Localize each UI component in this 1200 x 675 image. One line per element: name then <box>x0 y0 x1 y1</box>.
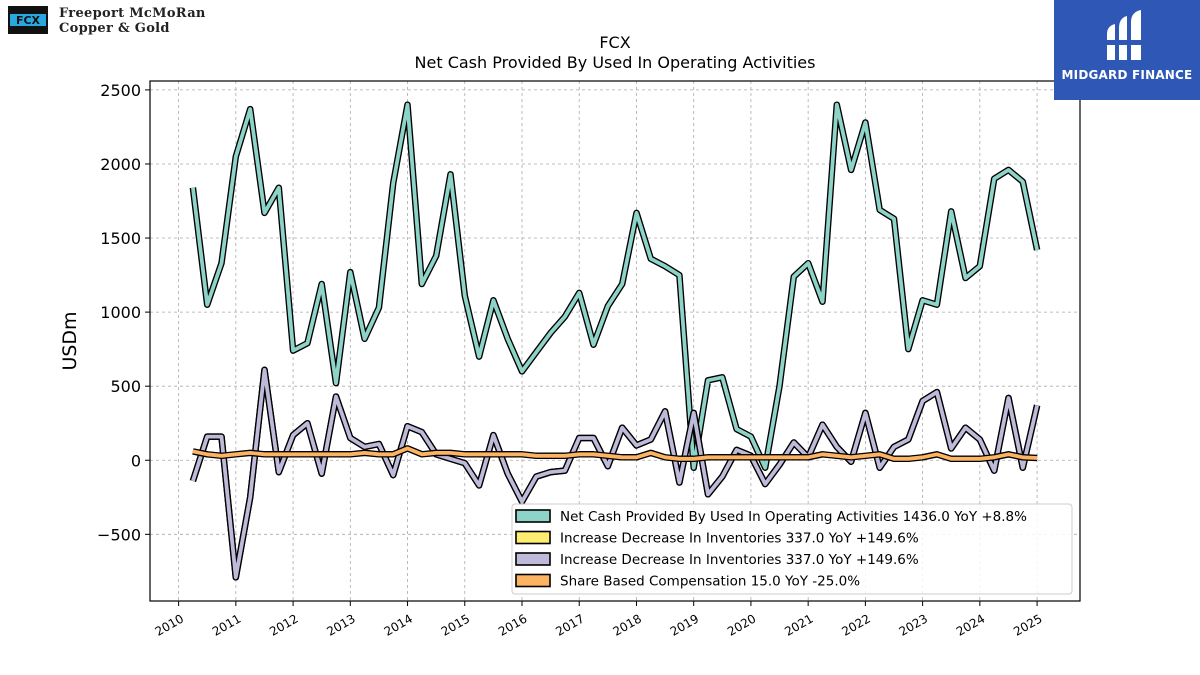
legend-box <box>511 503 1073 595</box>
y-tick-label: 0 <box>131 451 141 470</box>
legend-label: Increase Decrease In Inventories 337.0 Y… <box>560 552 919 568</box>
fcx-logo-icon: FCX <box>8 6 48 34</box>
x-tick-label: 2015 <box>439 611 472 638</box>
series-line-1 <box>189 101 1041 471</box>
x-tick-label: 2020 <box>725 611 758 638</box>
legend-label: Share Based Compensation 15.0 YoY -25.0% <box>560 574 860 590</box>
x-tick-label: 2017 <box>553 611 586 638</box>
legend-swatch <box>515 552 551 566</box>
series-line-4 <box>192 445 1038 463</box>
y-tick-label: 2500 <box>100 81 141 100</box>
plot-frame <box>149 80 1081 602</box>
legend-label: Increase Decrease In Inventories 337.0 Y… <box>560 531 919 547</box>
x-tick-label: 2013 <box>324 611 357 638</box>
company-name-line1: Freeport McMoRan <box>59 6 206 21</box>
series-stroke <box>191 367 1039 580</box>
x-tick-label: 2018 <box>611 611 644 638</box>
brand-name: MIDGARD FINANCE <box>1061 68 1193 82</box>
y-tick-label: 2000 <box>100 155 141 174</box>
svg-text:FCX: FCX <box>16 14 41 27</box>
y-tick-label: −500 <box>97 525 141 544</box>
series-line-3 <box>189 366 1041 581</box>
brand-badge: MIDGARD FINANCE <box>1054 0 1200 100</box>
legend-swatch <box>515 573 551 588</box>
y-tick-label: 500 <box>110 377 141 396</box>
y-tick-label: 1000 <box>100 303 141 322</box>
midgard-logo-icon <box>1105 10 1145 60</box>
x-tick-label: 2019 <box>668 611 701 638</box>
x-tick-label: 2025 <box>1011 611 1044 638</box>
x-tick-label: 2022 <box>839 611 872 638</box>
x-tick-label: 2011 <box>210 611 243 638</box>
x-tick-label: 2010 <box>153 611 186 638</box>
legend-label: Net Cash Provided By Used In Operating A… <box>560 509 1027 525</box>
series-lines <box>189 101 1041 581</box>
legend-swatch <box>515 509 551 523</box>
x-tick-label: 2024 <box>954 611 987 638</box>
chart-subtitle: Net Cash Provided By Used In Operating A… <box>415 53 816 72</box>
x-tick-label: 2021 <box>782 611 815 638</box>
legend: Net Cash Provided By Used In Operating A… <box>511 503 1073 595</box>
y-axis-label: USDm <box>59 311 81 370</box>
series-stroke <box>192 446 1038 461</box>
company-name-line2: Copper & Gold <box>59 21 170 36</box>
company-logo: FCX Freeport McMoRan Copper & Gold <box>6 6 226 42</box>
legend-swatch <box>515 530 551 545</box>
chart-title: FCX <box>599 33 630 52</box>
x-tick-label: 2012 <box>267 611 300 638</box>
x-tick-label: 2023 <box>897 611 930 638</box>
x-tick-label: 2016 <box>496 611 529 638</box>
x-tick-label: 2014 <box>382 611 415 638</box>
y-tick-label: 1500 <box>100 229 141 248</box>
series-stroke <box>191 102 1039 470</box>
